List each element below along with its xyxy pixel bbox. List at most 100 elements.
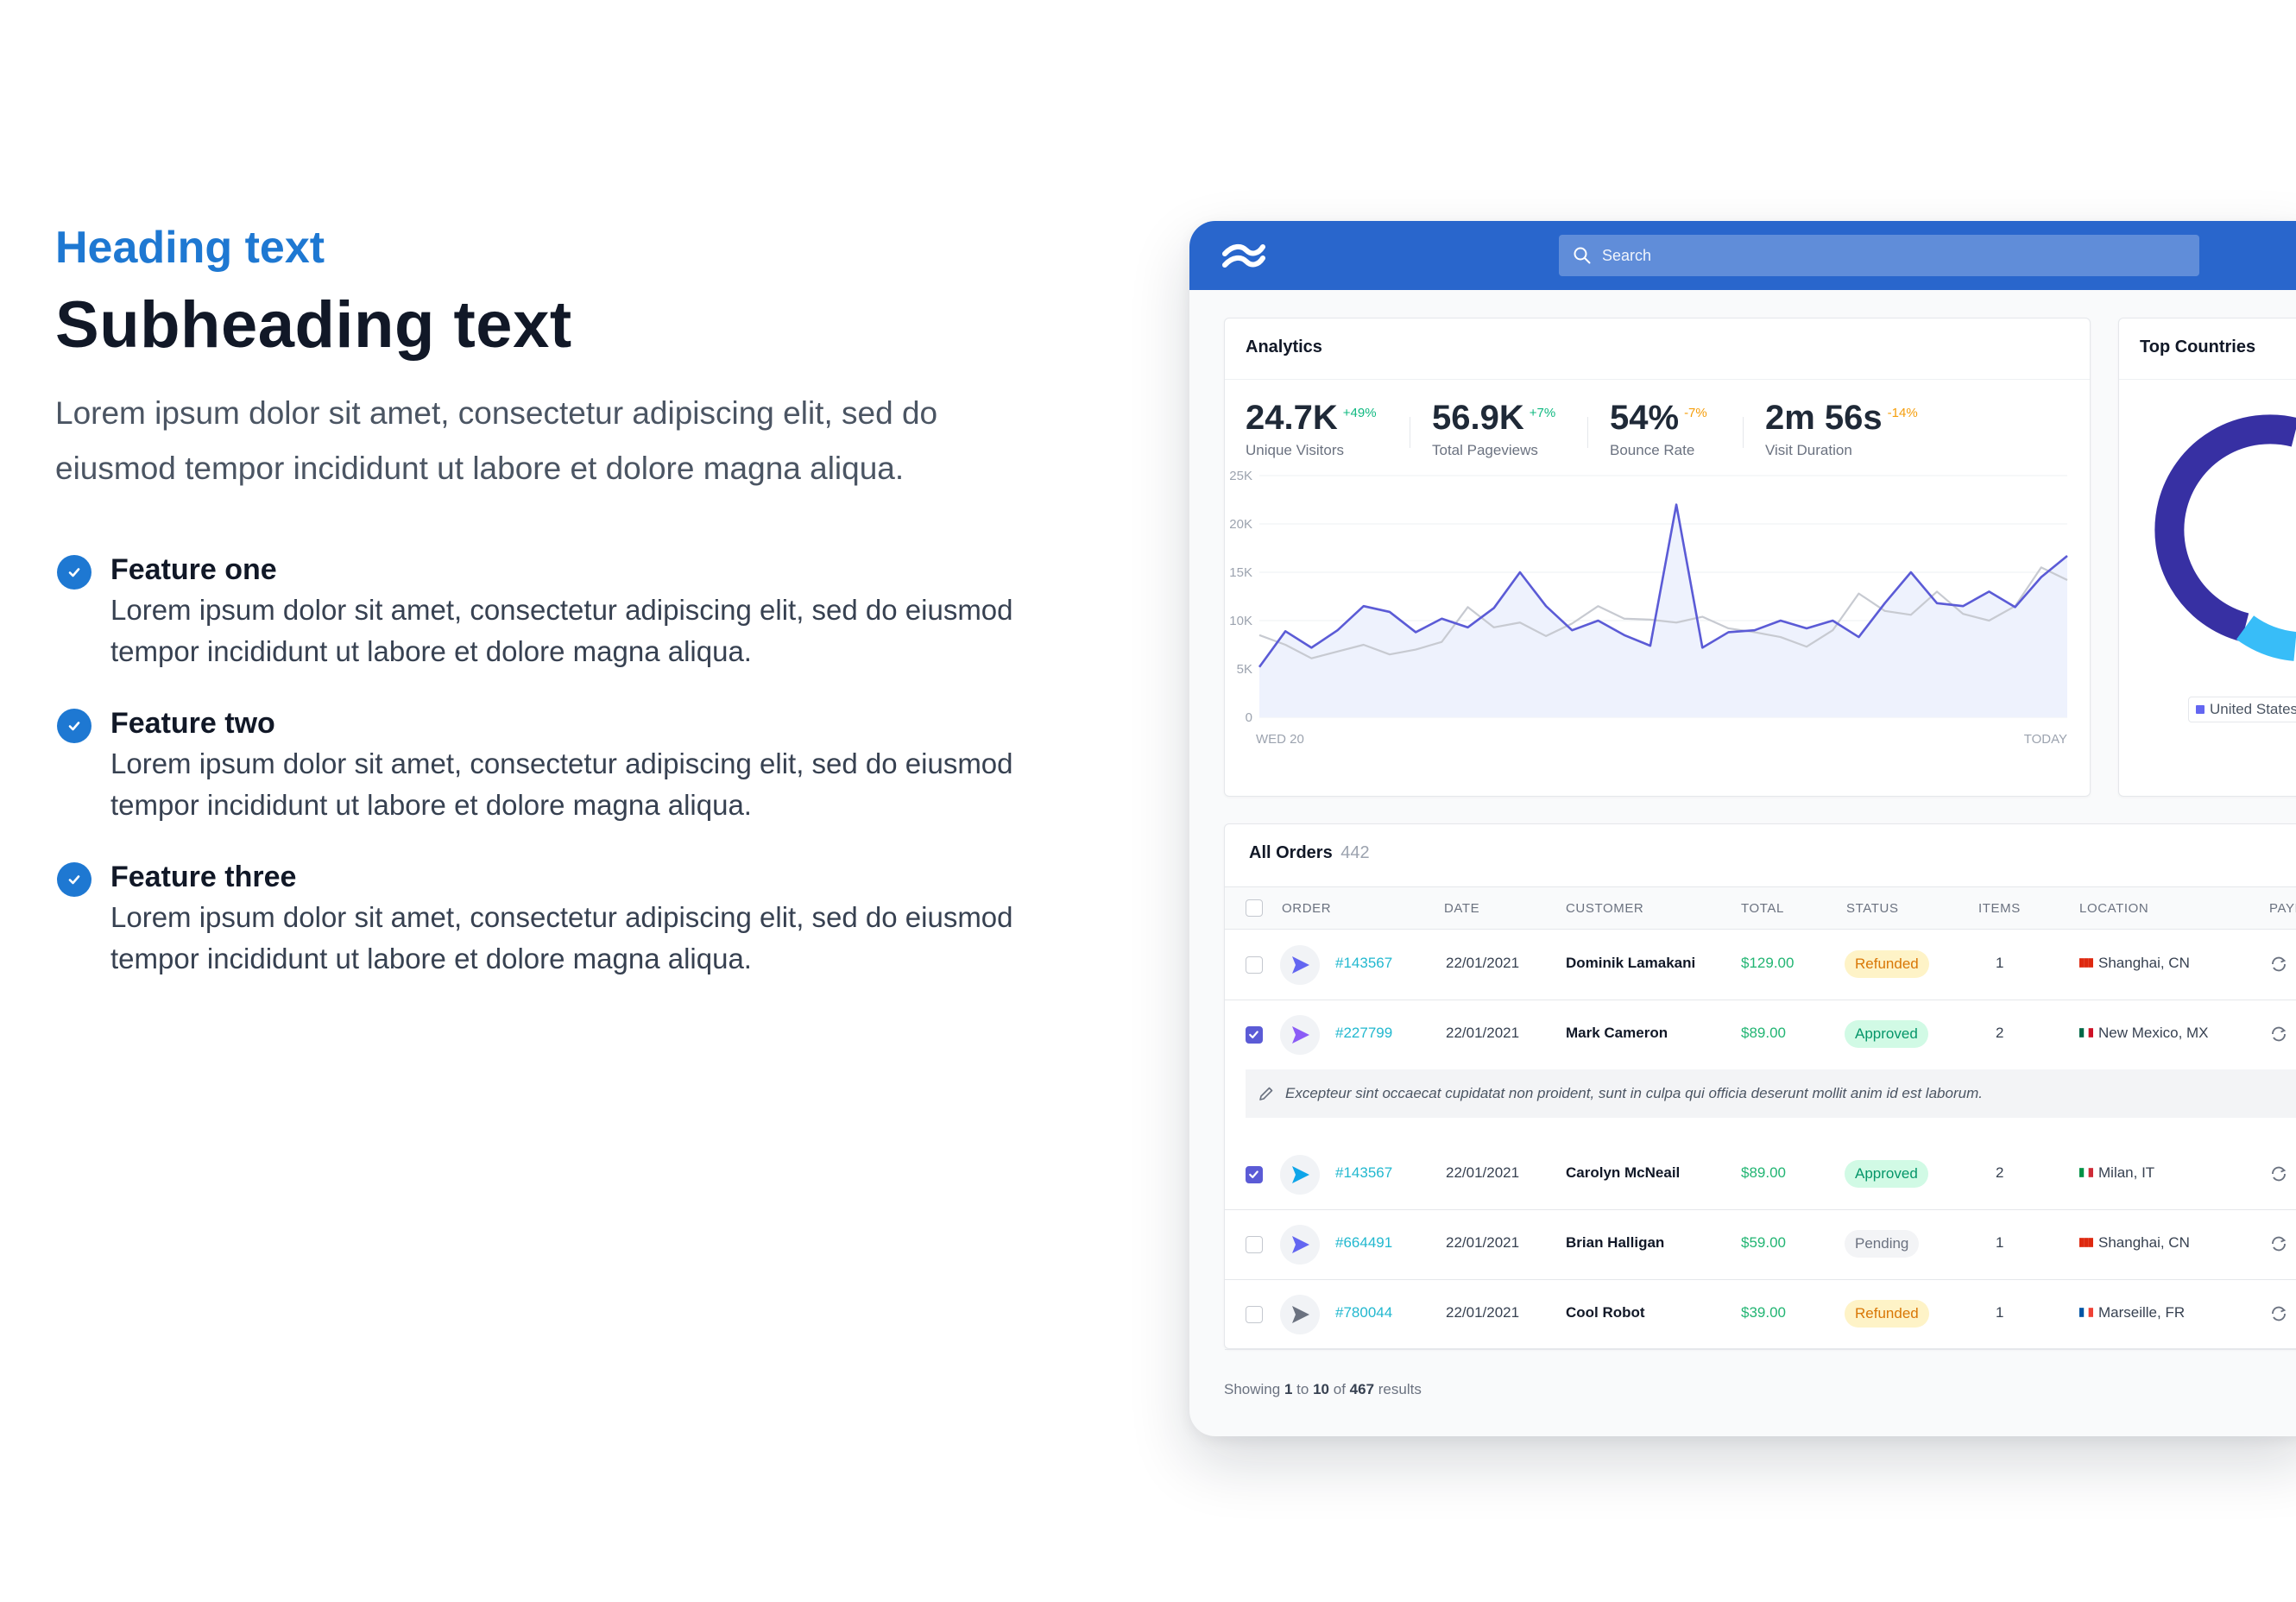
legend-label: United States [2210,701,2296,717]
refresh-icon[interactable] [2269,1164,2288,1183]
order-id-link[interactable]: #664491 [1335,1234,1393,1251]
location: Milan, IT [2079,1164,2154,1182]
search-input[interactable] [1602,235,2163,276]
divider [1587,417,1588,448]
orders-count: 442 [1340,843,1370,862]
column-header-order[interactable]: Order [1282,901,1332,916]
order-date: 22/01/2021 [1446,955,1520,971]
row-checkbox[interactable] [1246,1236,1263,1253]
column-header-date[interactable]: Date [1444,901,1480,916]
feature-list: Feature one Lorem ipsum dolor sit amet, … [55,550,1091,980]
country-flag-icon [2079,1168,2093,1177]
column-header-items[interactable]: Items [1978,901,2021,916]
row-checkbox[interactable] [1246,1026,1263,1044]
location: Shanghai, CN [2079,1234,2190,1252]
check-circle-icon [57,555,91,590]
top-countries-card: Top Countries United States [2118,318,2296,797]
pager-suffix: results [1378,1381,1422,1397]
refresh-icon[interactable] [2269,1234,2288,1253]
refresh-icon[interactable] [2269,1304,2288,1323]
order-id-link[interactable]: #143567 [1335,1164,1393,1181]
order-id-link[interactable]: #143567 [1335,955,1393,971]
column-header-customer[interactable]: Customer [1566,901,1644,916]
legend-swatch [2196,705,2205,714]
table-row[interactable]: #780044 22/01/2021 Cool Robot $39.00 Refunde… [1225,1280,2296,1350]
customer-name: Brian Halligan [1566,1234,1665,1251]
item-count: 1 [1996,1234,2004,1251]
y-tick-label: 5K [1237,662,1252,677]
row-checkbox[interactable] [1246,1306,1263,1323]
table-row[interactable]: #227799 22/01/2021 Mark Cameron $89.00 Appro… [1225,1000,2296,1070]
stat-visit-duration: 2m 56s -14% Visit Duration [1765,393,1918,459]
analytics-line-chart: 0 5K 10K 15K 20K 25K WED 20 TODAY [1229,469,2068,747]
column-header-location[interactable]: Location [2079,901,2149,916]
column-header-status[interactable]: Status [1846,901,1899,916]
row-checkbox[interactable] [1246,1166,1263,1183]
stat-label: Total Pageviews [1432,442,1538,458]
customer-name: Mark Cameron [1566,1025,1668,1041]
select-all-checkbox[interactable] [1246,899,1263,917]
customer-name: Dominik Lamakani [1566,955,1696,971]
hero-title: Subheading text [55,288,572,362]
order-total: $89.00 [1741,1164,1786,1181]
feature-description: Lorem ipsum dolor sit amet, consectetur … [110,594,1013,667]
order-id-link[interactable]: #780044 [1335,1304,1393,1321]
stat-bounce-rate: 54% -7% Bounce Rate [1610,393,1707,459]
search-bar[interactable] [1559,235,2199,276]
order-date: 22/01/2021 [1446,1164,1520,1181]
table-row[interactable]: #664491 22/01/2021 Brian Halligan $59.00 Pen… [1225,1210,2296,1280]
donut-segment-secondary [2236,615,2296,661]
location: New Mexico, MX [2079,1025,2209,1042]
pager-to-word: to [1296,1381,1309,1397]
analytics-card: Analytics 24.7K +49% Unique Visitors 56.9… [1224,318,2091,797]
divider [1225,379,2090,380]
stat-value: 2m 56s [1765,399,1883,437]
table-row[interactable]: #143567 22/01/2021 Carolyn McNeail $89.00 Ap… [1225,1140,2296,1210]
country-flag-icon [2079,1308,2093,1317]
feature-item: Feature two Lorem ipsum dolor sit amet, … [55,703,1091,826]
table-row[interactable]: #143567 22/01/2021 Dominik Lamakani $129.00… [1225,930,2296,1000]
country-flag-icon [2079,958,2093,968]
row-checkbox[interactable] [1246,956,1263,974]
column-header-payment[interactable]: Payment [2269,901,2296,916]
table-header: Order Date Customer Total Status Items L… [1225,886,2296,930]
customer-name: Carolyn McNeail [1566,1164,1681,1181]
location-text: New Mexico, MX [2098,1025,2209,1041]
country-flag-icon [2079,1028,2093,1038]
status-badge: Pending [1845,1230,1920,1258]
x-tick-label: WED 20 [1256,732,1304,747]
divider [1743,417,1744,448]
x-tick-label: TODAY [2024,732,2067,747]
send-icon [1280,1015,1320,1055]
dashboard-mockup: Analytics 24.7K +49% Unique Visitors 56.9… [1189,221,2296,1436]
location: Shanghai, CN [2079,955,2190,972]
stat-change: -14% [1887,406,1918,420]
feature-item: Feature one Lorem ipsum dolor sit amet, … [55,550,1091,672]
refresh-icon[interactable] [2269,1025,2288,1044]
y-tick-label: 15K [1229,565,1252,580]
y-tick-label: 20K [1229,517,1252,532]
pager-total: 467 [1349,1381,1375,1397]
check-circle-icon [57,709,91,743]
legend-item[interactable]: United States [2188,697,2296,722]
refresh-icon[interactable] [2269,955,2288,974]
stat-label: Unique Visitors [1246,442,1345,458]
note-text: Excepteur sint occaecat cupidatat non pr… [1285,1085,1983,1101]
pagination-summary: Showing 1 to 10 of 467 results [1224,1381,1422,1398]
status-badge: Refunded [1845,950,1929,978]
order-total: $89.00 [1741,1025,1786,1041]
column-header-total[interactable]: Total [1741,901,1784,916]
pencil-icon[interactable] [1258,1085,1275,1102]
donut-segment-primary [2154,414,2296,642]
series-line-secondary [1258,566,2068,659]
analytics-title: Analytics [1246,337,1322,356]
feature-title: Feature two [110,707,275,740]
location-text: Shanghai, CN [2098,955,2190,971]
send-icon [1280,1295,1320,1334]
send-icon [1280,1225,1320,1265]
series-line-primary [1258,503,2068,668]
wave-logo-icon[interactable] [1222,242,1265,271]
send-icon [1280,945,1320,985]
order-id-link[interactable]: #227799 [1335,1025,1393,1041]
pager-to: 10 [1313,1381,1329,1397]
